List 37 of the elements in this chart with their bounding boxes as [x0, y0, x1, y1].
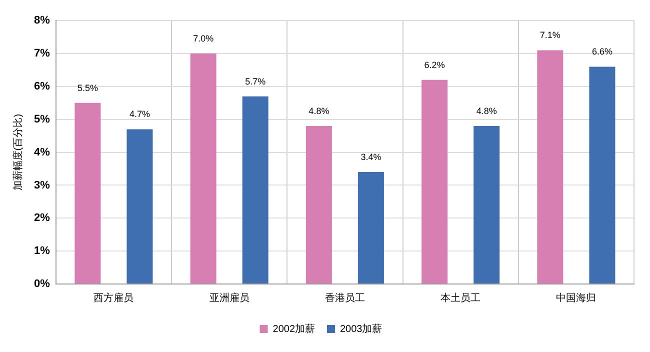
- y-tick-label: 8%: [34, 14, 50, 27]
- y-tick-label: 0%: [34, 278, 50, 290]
- data-label: 4.8%: [308, 106, 330, 116]
- y-tick-label: 3%: [34, 179, 50, 192]
- bar: [190, 54, 216, 284]
- data-label: 6.6%: [592, 46, 612, 57]
- data-label: 5.7%: [245, 76, 266, 86]
- data-label: 7.1%: [540, 30, 560, 40]
- data-label: 4.8%: [476, 106, 497, 116]
- data-label: 6.2%: [424, 60, 445, 70]
- y-axis-title: 加薪幅度(百分比): [12, 114, 24, 191]
- bar: [358, 172, 384, 284]
- data-label: 3.4%: [360, 152, 382, 162]
- bar: [306, 126, 332, 284]
- data-label: 4.7%: [129, 109, 150, 120]
- legend-label: 2002加薪: [272, 322, 316, 335]
- y-tick-label: 1%: [34, 245, 50, 258]
- data-label: 7.0%: [193, 34, 214, 44]
- y-tick-label: 4%: [34, 146, 50, 158]
- bar: [474, 126, 500, 284]
- x-tick-label: 亚洲雇员: [209, 292, 250, 304]
- bar: [422, 80, 448, 284]
- x-tick-label: 西方雇员: [94, 292, 134, 304]
- bar: [589, 66, 616, 284]
- y-tick-label: 2%: [34, 212, 50, 224]
- bar: [242, 96, 268, 284]
- y-tick-label: 7%: [34, 48, 50, 60]
- y-tick-label: 6%: [34, 80, 50, 92]
- bar: [126, 129, 153, 284]
- data-label: 5.5%: [77, 82, 98, 93]
- legend-label: 2003加薪: [340, 322, 382, 335]
- bar: [74, 102, 101, 284]
- y-tick-label: 5%: [34, 113, 50, 126]
- x-tick-label: 香港员工: [324, 292, 365, 304]
- x-tick-label: 本土员工: [440, 292, 481, 304]
- bar: [537, 50, 564, 284]
- x-tick-label: 中国海归: [556, 292, 596, 304]
